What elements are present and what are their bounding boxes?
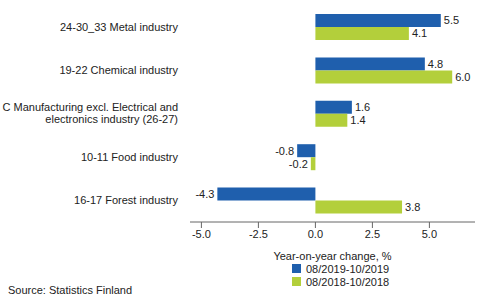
svg-text:16-17 Forest industry: 16-17 Forest industry xyxy=(74,194,178,206)
svg-text:3.8: 3.8 xyxy=(405,201,420,213)
svg-text:0.0: 0.0 xyxy=(308,228,323,240)
svg-text:4.1: 4.1 xyxy=(412,27,427,39)
svg-text:10-11 Food industry: 10-11 Food industry xyxy=(81,151,179,163)
svg-text:2.5: 2.5 xyxy=(365,228,380,240)
svg-text:1.4: 1.4 xyxy=(350,114,365,126)
svg-text:Year-on-year change, %: Year-on-year change, % xyxy=(273,250,391,262)
svg-text:24-30_33 Metal industry: 24-30_33 Metal industry xyxy=(60,21,179,33)
svg-text:-0.2: -0.2 xyxy=(289,158,308,170)
svg-text:-0.8: -0.8 xyxy=(275,145,294,157)
svg-text:C Manufacturing excl. Electric: C Manufacturing excl. Electrical andelec… xyxy=(8,101,178,125)
html-text:08/2018-10/2018: 08/2018-10/2018 xyxy=(306,275,390,288)
svg-text:5.5: 5.5 xyxy=(444,14,459,26)
svg-text:1.6: 1.6 xyxy=(355,101,370,113)
html-text:Source: Statistics Finland: Source: Statistics Finland xyxy=(8,284,133,296)
svg-text:4.8: 4.8 xyxy=(428,58,443,70)
svg-text:-4.3: -4.3 xyxy=(195,188,214,200)
svg-text:-5.0: -5.0 xyxy=(192,228,211,240)
svg-text:6.0: 6.0 xyxy=(455,71,470,83)
svg-text:5.0: 5.0 xyxy=(422,228,437,240)
html-text:08/2019-10/2019: 08/2019-10/2019 xyxy=(306,262,390,275)
svg-text:-2.5: -2.5 xyxy=(249,228,268,240)
svg-text:19-22 Chemical industry: 19-22 Chemical industry xyxy=(59,64,178,76)
